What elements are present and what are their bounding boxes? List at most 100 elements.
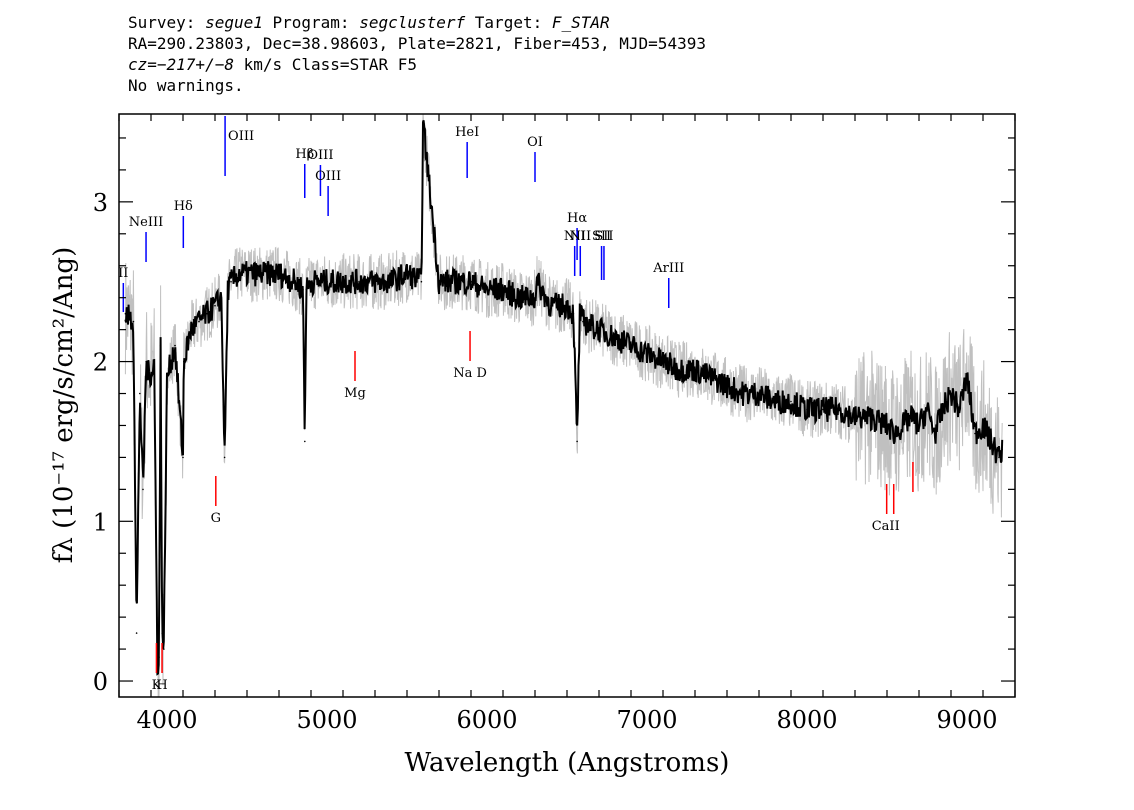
flux-point xyxy=(198,320,200,323)
emission-line-label: HeI xyxy=(455,125,479,140)
flux-point xyxy=(230,280,232,283)
header-line-3: cz=−217+/−8 km/s Class=STAR F5 xyxy=(128,54,706,75)
flux-point xyxy=(534,296,536,299)
flux-point xyxy=(161,632,163,634)
flux-point xyxy=(145,360,147,363)
flux-point xyxy=(518,296,520,299)
class-text: km/s Class=STAR F5 xyxy=(233,55,417,74)
flux-point xyxy=(390,280,392,283)
flux-point xyxy=(966,376,968,379)
absorption-line-label: Mg xyxy=(344,386,366,401)
emission-line-label: OIII xyxy=(307,148,333,163)
flux-point xyxy=(214,304,216,307)
flux-point xyxy=(926,408,928,411)
flux-point xyxy=(1001,448,1003,451)
y-tick-label: 0 xyxy=(93,668,108,696)
flux-point xyxy=(174,344,176,347)
y-tick-label: 2 xyxy=(93,349,108,377)
flux-point xyxy=(998,456,1000,459)
flux-point xyxy=(294,280,296,283)
x-axis-label: Wavelength (Angstroms) xyxy=(405,748,730,778)
y-tick-label: 3 xyxy=(93,189,108,217)
flux-point xyxy=(942,408,944,411)
flux-point xyxy=(163,648,165,650)
absorption-line-label: Na D xyxy=(453,366,487,381)
flux-point xyxy=(262,272,264,275)
flux-point xyxy=(630,344,632,347)
x-tick-label: 4000 xyxy=(136,706,197,734)
flux-point xyxy=(838,408,840,411)
emission-line-label: NII xyxy=(564,229,586,244)
header-line-2: RA=290.23803, Dec=38.98603, Plate=2821, … xyxy=(128,34,706,53)
emission-line-label: OI xyxy=(527,135,543,150)
flux-point xyxy=(158,656,160,658)
flux-point xyxy=(918,424,920,427)
flux-point xyxy=(990,440,992,443)
x-tick-label: 5000 xyxy=(296,706,357,734)
program-label: Program: xyxy=(262,13,360,32)
flux-point xyxy=(153,360,155,363)
flux-point xyxy=(342,280,344,283)
flux-point xyxy=(166,376,168,379)
flux-point xyxy=(910,416,912,419)
survey-label: Survey: xyxy=(128,13,206,32)
emission-line-label: SII xyxy=(592,229,611,244)
x-tick-label: 9000 xyxy=(936,706,997,734)
series-layer xyxy=(124,119,1004,676)
flux-point xyxy=(958,408,960,411)
flux-point xyxy=(148,376,151,379)
flux-point xyxy=(304,440,306,443)
flux-point xyxy=(535,280,538,283)
flux-point xyxy=(470,280,472,283)
flux-point xyxy=(124,312,127,315)
plot-header: Survey: segue1 Program: segclusterf Targ… xyxy=(128,12,706,96)
x-tick-label: 6000 xyxy=(456,706,517,734)
absorption-line-label: G xyxy=(211,511,221,526)
y-axis-label: fλ (10⁻¹⁷ erg/s/cm²/Ang) xyxy=(49,247,79,563)
flux-point xyxy=(576,440,578,443)
flux-point xyxy=(406,272,408,275)
flux-point xyxy=(566,304,568,307)
flux-point xyxy=(758,392,760,395)
flux-point xyxy=(614,336,616,339)
x-tick-label: 7000 xyxy=(616,706,677,734)
absorption-line-label: CaII xyxy=(872,519,900,534)
absorption-line-label: K xyxy=(152,678,162,693)
target-label: Target: xyxy=(465,13,552,32)
flux-point xyxy=(550,304,552,307)
x-tick-label: 8000 xyxy=(776,706,837,734)
header-line-1: Survey: segue1 Program: segclusterf Targ… xyxy=(128,12,706,33)
flux-point xyxy=(582,320,584,323)
flux-point xyxy=(790,400,792,403)
y-tick-label: 1 xyxy=(93,508,108,536)
flux-point xyxy=(934,432,936,435)
flux-point xyxy=(468,280,471,283)
cz-value: cz=−217+/−8 xyxy=(128,55,234,74)
emission-line-label: NeIII xyxy=(129,215,163,230)
program-value: segclusterf xyxy=(359,13,466,32)
flux-point xyxy=(220,296,223,299)
flux-point xyxy=(982,424,984,427)
flux-point xyxy=(182,456,184,459)
emission-line-label: Hα xyxy=(567,211,587,226)
axis-ticks: 4000 5000 6000 7000 8000 9000 0 1 2 3 xyxy=(93,114,1016,734)
flux-point xyxy=(894,432,896,435)
flux-point xyxy=(646,352,648,355)
flux-point xyxy=(974,432,976,435)
flux-point xyxy=(420,280,423,283)
flux-point xyxy=(139,392,141,395)
flux-point xyxy=(223,456,226,459)
flux-point xyxy=(579,312,581,315)
flux-point xyxy=(238,272,240,275)
flux-point xyxy=(142,488,144,491)
flux-point xyxy=(774,400,776,403)
flux-point xyxy=(598,328,600,331)
flux-point xyxy=(190,328,192,331)
emission-line-label: ArIII xyxy=(652,261,684,276)
flux-point xyxy=(132,320,135,323)
flux-point xyxy=(822,408,824,411)
header-line-4: No warnings. xyxy=(128,76,244,95)
flux-point xyxy=(422,121,424,123)
